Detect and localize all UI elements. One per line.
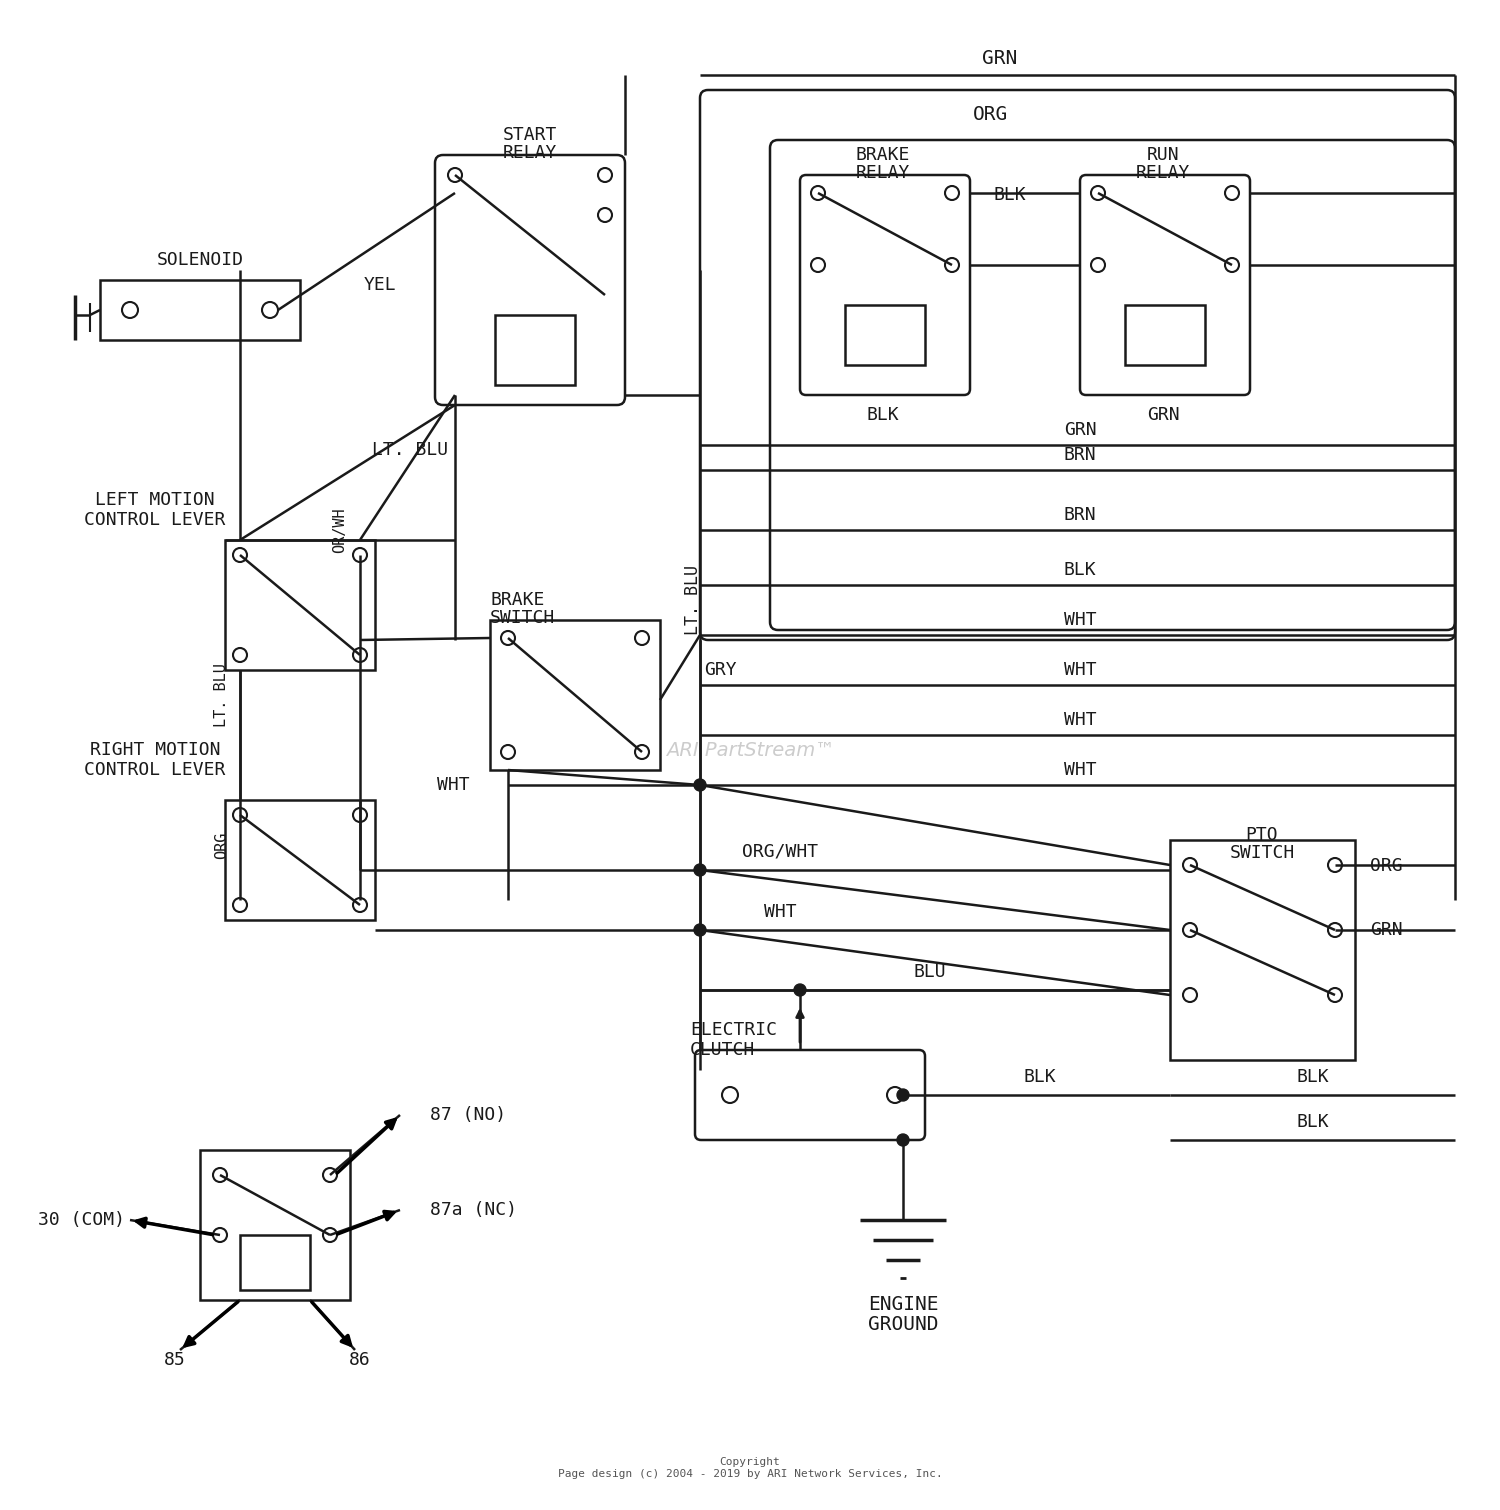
Text: BLK: BLK <box>1296 1113 1329 1131</box>
Text: WHT: WHT <box>1064 711 1096 729</box>
Circle shape <box>694 864 706 876</box>
Text: 30 (COM): 30 (COM) <box>38 1211 124 1229</box>
Bar <box>1170 840 1354 1060</box>
Bar <box>240 1235 310 1290</box>
Bar <box>495 316 574 385</box>
Text: WHT: WHT <box>1064 761 1096 779</box>
Text: GRN: GRN <box>1064 421 1096 439</box>
Text: ORG: ORG <box>1370 858 1402 874</box>
Text: BLK: BLK <box>1064 562 1096 578</box>
Text: ARI PartStream™: ARI PartStream™ <box>666 740 834 760</box>
Bar <box>844 305 926 365</box>
Text: YEL: YEL <box>363 276 396 294</box>
Text: GROUND: GROUND <box>867 1315 939 1335</box>
Text: ELECTRIC: ELECTRIC <box>690 1021 777 1039</box>
Bar <box>225 800 375 920</box>
Text: WHT: WHT <box>764 903 796 921</box>
Text: LEFT MOTION: LEFT MOTION <box>94 491 214 509</box>
Bar <box>100 279 300 340</box>
Text: RELAY: RELAY <box>856 165 910 183</box>
Text: OR/WH: OR/WH <box>333 507 348 553</box>
Bar <box>225 541 375 670</box>
Text: WHT: WHT <box>436 776 470 794</box>
Circle shape <box>897 1089 909 1101</box>
Text: START: START <box>503 125 556 143</box>
Text: BRN: BRN <box>1064 506 1096 524</box>
Text: BLK: BLK <box>993 186 1026 204</box>
Text: RUN: RUN <box>1146 146 1179 165</box>
Text: RIGHT MOTION: RIGHT MOTION <box>90 741 220 760</box>
Text: 87 (NO): 87 (NO) <box>430 1105 506 1123</box>
Bar <box>200 1151 350 1300</box>
Circle shape <box>694 779 706 791</box>
Text: GRN: GRN <box>1146 406 1179 424</box>
Text: CLUTCH: CLUTCH <box>690 1040 754 1059</box>
Text: CONTROL LEVER: CONTROL LEVER <box>84 761 225 779</box>
Text: 86: 86 <box>350 1351 370 1370</box>
Text: BRAKE: BRAKE <box>856 146 910 165</box>
Text: BLK: BLK <box>1296 1068 1329 1086</box>
Text: GRN: GRN <box>982 48 1017 68</box>
Circle shape <box>897 1134 909 1146</box>
Text: BLK: BLK <box>867 406 900 424</box>
Text: BLU: BLU <box>914 963 946 982</box>
Text: PTO: PTO <box>1245 826 1278 844</box>
Text: BRN: BRN <box>1064 445 1096 464</box>
Text: LT. BLU: LT. BLU <box>684 565 702 636</box>
Text: 87a (NC): 87a (NC) <box>430 1200 518 1219</box>
Bar <box>1125 305 1204 365</box>
Text: ORG: ORG <box>972 106 1008 124</box>
Text: ORG/WHT: ORG/WHT <box>742 843 818 861</box>
Text: WHT: WHT <box>1064 661 1096 680</box>
Text: BLK: BLK <box>1023 1068 1056 1086</box>
Text: 85: 85 <box>164 1351 186 1370</box>
Text: ENGINE: ENGINE <box>867 1296 939 1315</box>
Circle shape <box>694 924 706 936</box>
Text: Copyright
Page design (c) 2004 - 2019 by ARI Network Services, Inc.: Copyright Page design (c) 2004 - 2019 by… <box>558 1457 942 1478</box>
Text: WHT: WHT <box>1064 612 1096 630</box>
Text: BRAKE: BRAKE <box>490 590 544 609</box>
Text: LT. BLU: LT. BLU <box>214 663 230 726</box>
Text: RELAY: RELAY <box>1136 165 1190 183</box>
Text: SWITCH: SWITCH <box>1230 844 1294 862</box>
Bar <box>490 621 660 770</box>
Text: SOLENOID: SOLENOID <box>156 251 243 269</box>
Circle shape <box>794 985 806 997</box>
Text: SWITCH: SWITCH <box>490 609 555 627</box>
Text: LT. BLU: LT. BLU <box>372 441 448 459</box>
Text: RELAY: RELAY <box>503 143 556 162</box>
Text: GRN: GRN <box>1370 921 1402 939</box>
Text: CONTROL LEVER: CONTROL LEVER <box>84 510 225 528</box>
Text: GRY: GRY <box>704 661 736 680</box>
Text: ORG: ORG <box>214 832 230 859</box>
